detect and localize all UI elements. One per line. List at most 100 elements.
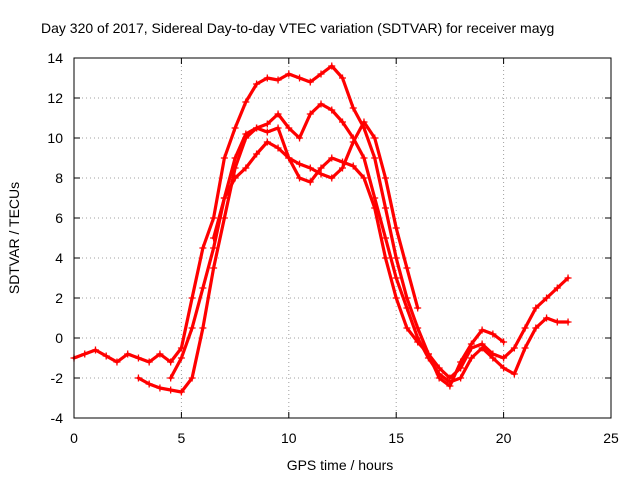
data-point-marker: [210, 234, 218, 242]
data-point-marker: [220, 194, 228, 202]
data-point-marker: [435, 370, 443, 378]
data-point-marker: [220, 214, 228, 222]
data-point-marker: [210, 264, 218, 272]
data-point-marker: [478, 326, 486, 334]
data-point-marker: [392, 254, 400, 262]
data-point-marker: [306, 110, 314, 118]
data-point-marker: [231, 174, 239, 182]
data-point-marker: [424, 350, 432, 358]
x-tick-label: 20: [496, 430, 512, 446]
data-point-marker: [199, 284, 207, 292]
data-point-marker: [156, 350, 164, 358]
data-point-marker: [500, 354, 508, 362]
data-point-marker: [360, 154, 368, 162]
data-point-marker: [381, 174, 389, 182]
data-point-marker: [177, 354, 185, 362]
data-point-marker: [381, 254, 389, 262]
data-point-marker: [392, 274, 400, 282]
data-point-marker: [392, 294, 400, 302]
data-point-marker: [360, 118, 368, 126]
data-point-marker: [510, 344, 518, 352]
data-point-marker: [253, 124, 261, 132]
data-point-marker: [220, 154, 228, 162]
data-point-marker: [285, 70, 293, 78]
data-point-marker: [188, 324, 196, 332]
x-axis-label: GPS time / hours: [287, 457, 394, 473]
y-tick-label: 14: [47, 50, 63, 66]
data-point-marker: [134, 354, 142, 362]
data-point-marker: [317, 170, 325, 178]
data-point-marker: [156, 384, 164, 392]
data-point-marker: [543, 314, 551, 322]
data-point-marker: [274, 144, 282, 152]
data-point-marker: [403, 264, 411, 272]
data-point-marker: [102, 352, 110, 360]
series-trace: [212, 120, 420, 310]
x-tick-label: 25: [603, 430, 619, 446]
data-point-marker: [285, 154, 293, 162]
data-point-marker: [317, 100, 325, 108]
series-track-c: [167, 124, 572, 382]
data-point-marker: [231, 154, 239, 162]
series-track-b: [134, 100, 572, 396]
data-point-marker: [457, 364, 465, 372]
data-point-marker: [296, 74, 304, 82]
y-axis-label: SDTVAR / TECUs: [6, 182, 22, 294]
data-point-marker: [349, 104, 357, 112]
data-point-marker: [543, 294, 551, 302]
data-point-marker: [467, 354, 475, 362]
data-point-marker: [349, 162, 357, 170]
data-point-marker: [124, 350, 132, 358]
data-point-marker: [403, 324, 411, 332]
data-point-marker: [553, 284, 561, 292]
data-point-marker: [134, 374, 142, 382]
data-point-marker: [446, 374, 454, 382]
data-point-marker: [317, 70, 325, 78]
data-point-marker: [349, 138, 357, 146]
data-point-marker: [145, 380, 153, 388]
data-point-marker: [510, 370, 518, 378]
data-point-marker: [263, 74, 271, 82]
data-point-marker: [360, 174, 368, 182]
data-point-marker: [328, 154, 336, 162]
data-point-marker: [521, 324, 529, 332]
grid: [74, 58, 611, 418]
data-point-marker: [328, 62, 336, 70]
data-point-marker: [414, 304, 422, 312]
data-point-marker: [489, 330, 497, 338]
data-point-marker: [231, 124, 239, 132]
y-tick-label: 12: [47, 90, 63, 106]
y-tick-label: 4: [55, 250, 63, 266]
data-point-marker: [296, 174, 304, 182]
data-point-marker: [199, 244, 207, 252]
data-point-marker: [177, 388, 185, 396]
data-point-marker: [263, 120, 271, 128]
data-point-marker: [167, 358, 175, 366]
axes-ticks: 0 5 10 15 20 25 -4 -2 0 2 4 6 8 10 12 14: [47, 50, 619, 446]
data-series: [70, 62, 572, 396]
data-point-marker: [210, 244, 218, 252]
data-point-marker: [532, 304, 540, 312]
data-point-marker: [242, 130, 250, 138]
data-point-marker: [274, 124, 282, 132]
data-point-marker: [199, 324, 207, 332]
data-point-marker: [306, 178, 314, 186]
data-point-marker: [371, 204, 379, 212]
data-point-marker: [188, 294, 196, 302]
data-point-marker: [167, 386, 175, 394]
series-track-d: [210, 118, 422, 312]
x-tick-label: 5: [178, 430, 186, 446]
data-point-marker: [145, 358, 153, 366]
data-point-marker: [81, 350, 89, 358]
data-point-marker: [500, 338, 508, 346]
data-point-marker: [435, 364, 443, 372]
series-trace: [169, 126, 570, 380]
data-point-marker: [381, 204, 389, 212]
data-point-marker: [306, 164, 314, 172]
data-point-marker: [306, 78, 314, 86]
x-tick-label: 0: [70, 430, 78, 446]
data-point-marker: [253, 150, 261, 158]
data-point-marker: [489, 350, 497, 358]
data-point-marker: [328, 174, 336, 182]
data-point-marker: [371, 134, 379, 142]
